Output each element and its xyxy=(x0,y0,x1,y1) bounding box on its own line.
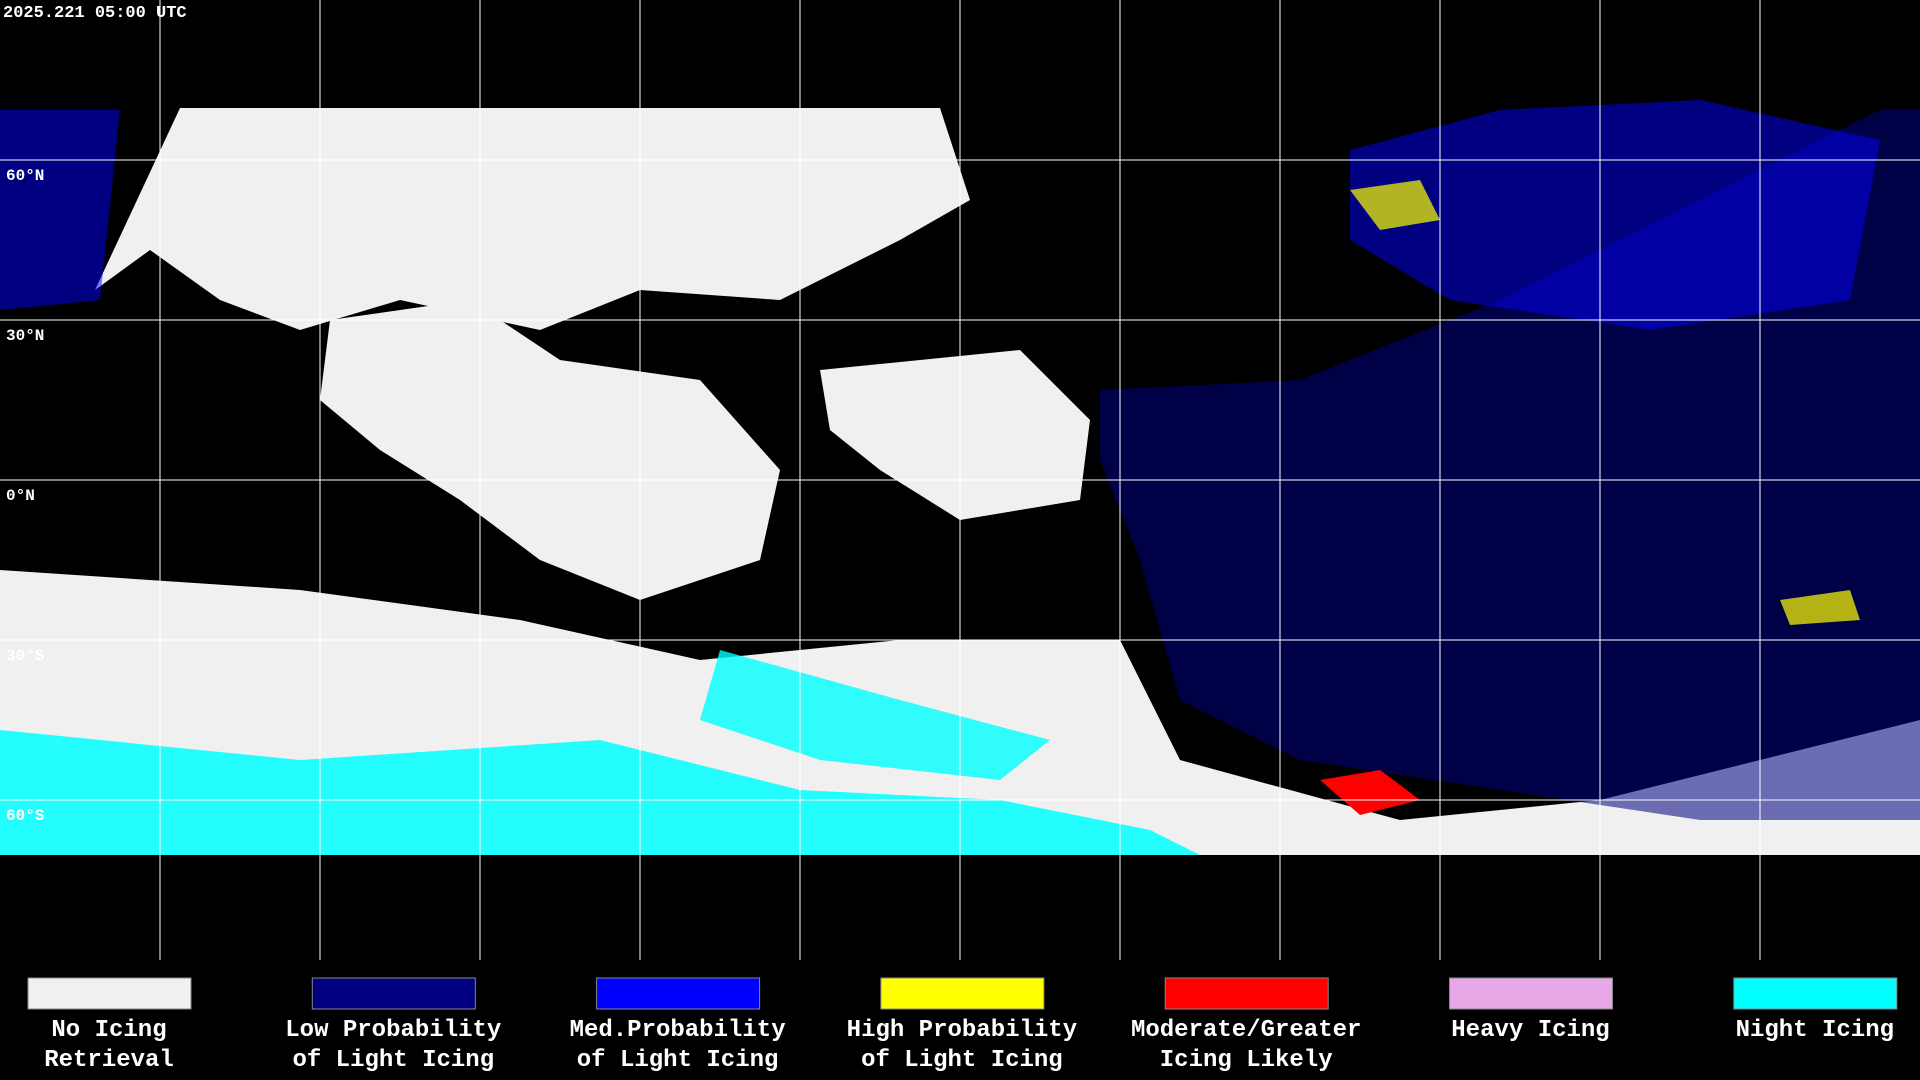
latitude-label: 30°N xyxy=(6,327,44,345)
legend-label: Night Icing xyxy=(1736,1017,1894,1044)
latitude-label: 30°S xyxy=(6,647,45,665)
legend-label: of Light Icing xyxy=(577,1047,779,1074)
legend-swatch xyxy=(596,977,761,1010)
night-icing-region xyxy=(700,650,1050,780)
legend-swatch xyxy=(1733,977,1898,1010)
icing-region xyxy=(1320,770,1420,815)
legend-label: No Icing xyxy=(51,1017,166,1044)
legend-label: Heavy Icing xyxy=(1451,1017,1609,1044)
latitude-label: 60°S xyxy=(6,807,45,825)
latitude-label: 60°N xyxy=(6,167,44,185)
legend-label: Retrieval xyxy=(44,1047,174,1074)
legend-swatch xyxy=(1449,977,1613,1010)
legend-label: of Light Icing xyxy=(861,1047,1063,1074)
legend: No Icing Retrieval Low Probability of Light… xyxy=(27,977,1898,1074)
graticule xyxy=(0,0,1920,960)
legend-label: Icing Likely xyxy=(1160,1047,1333,1074)
legend-label: Med.Probability xyxy=(570,1017,786,1044)
legend-swatch xyxy=(880,977,1045,1010)
night-icing-region xyxy=(0,730,1200,855)
latitude-label: 0°N xyxy=(6,487,35,505)
legend-label: of Light Icing xyxy=(292,1047,494,1074)
legend-label: Low Probability xyxy=(285,1017,501,1044)
cloud-region xyxy=(320,300,780,600)
legend-swatch xyxy=(311,977,476,1010)
icing-region xyxy=(1350,100,1880,330)
legend-swatch xyxy=(1164,977,1329,1010)
cloud-region xyxy=(820,350,1090,520)
icing-region xyxy=(0,110,120,310)
legend-label: High Probability xyxy=(847,1017,1077,1044)
legend-label: Moderate/Greater xyxy=(1131,1017,1361,1044)
timestamp: 2025.221 05:00 UTC xyxy=(3,4,187,23)
legend-swatch xyxy=(27,977,192,1010)
cloud-region xyxy=(95,108,970,330)
icing-region xyxy=(1780,590,1860,625)
cloud-layer xyxy=(0,100,1920,855)
icing-region xyxy=(1350,180,1440,230)
